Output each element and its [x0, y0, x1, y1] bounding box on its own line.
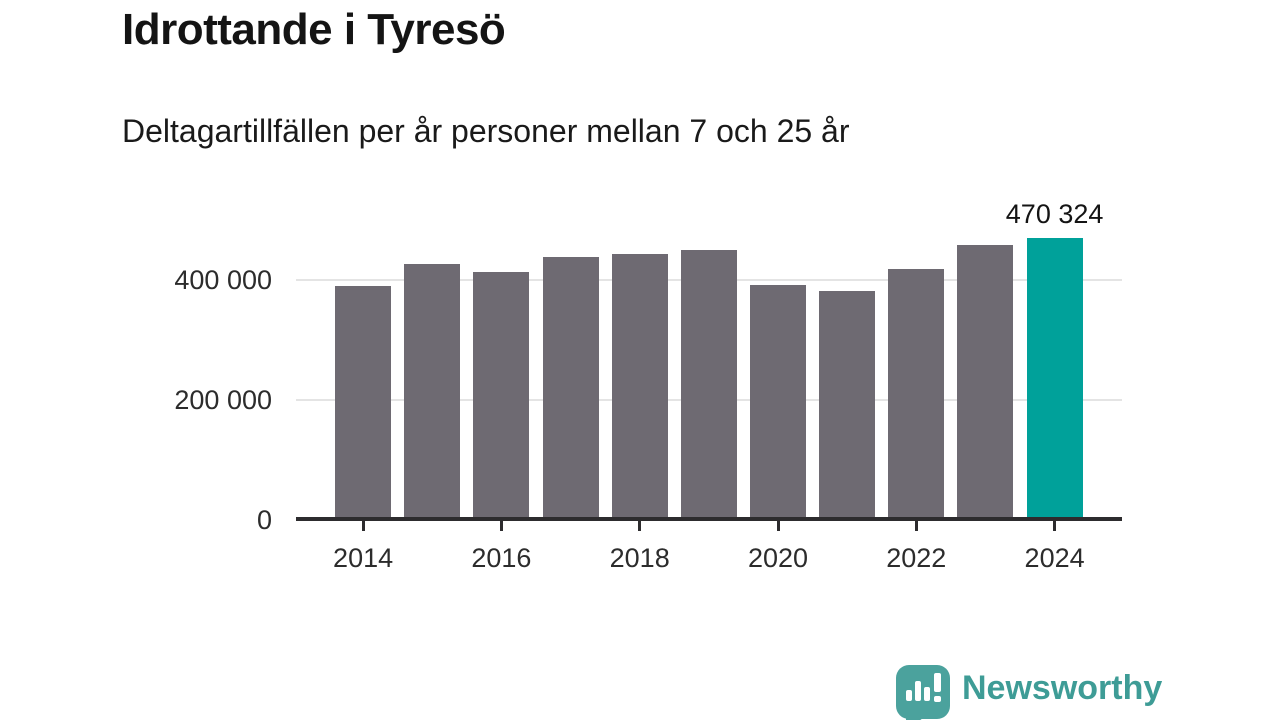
x-axis-label-2022: 2022 [886, 543, 947, 573]
newsworthy-logo-icon [896, 665, 950, 720]
brand-name: Newsworthy [962, 669, 1163, 707]
bar-2020 [750, 284, 806, 521]
chart-subtitle: Deltagartillfällen per år personer mella… [122, 113, 850, 149]
speech-bubble-tail [906, 718, 923, 720]
x-tick-2018 [638, 521, 642, 531]
x-axis-label-2024: 2024 [1024, 543, 1085, 573]
bar-2022 [888, 268, 945, 521]
y-axis-label: 400 000 [174, 265, 272, 295]
x-tick-2020 [776, 521, 780, 531]
bar-2015 [404, 264, 461, 521]
bar-2023 [957, 244, 1014, 521]
y-axis-label: 200 000 [174, 385, 272, 415]
bar-2018 [611, 253, 668, 521]
bar-2014 [335, 286, 392, 521]
logo-bar-medium [924, 687, 930, 701]
logo-exclamation-bar [934, 673, 941, 692]
x-axis-label-2014: 2014 [333, 543, 394, 573]
y-axis-label: 0 [256, 505, 272, 535]
bar-2017 [542, 257, 599, 521]
x-axis-line [296, 517, 1122, 521]
logo-bar-small [906, 690, 912, 701]
bar-2016 [473, 272, 530, 521]
x-axis-label-2018: 2018 [609, 543, 670, 573]
bar-2021 [819, 291, 876, 521]
x-axis-label-2016: 2016 [471, 543, 532, 573]
x-tick-2024 [1053, 521, 1057, 531]
x-tick-2022 [914, 521, 918, 531]
x-tick-2014 [361, 521, 365, 531]
logo-bar-tall [915, 681, 921, 701]
logo-exclamation-dot [934, 696, 941, 702]
x-tick-2016 [499, 521, 503, 531]
bar-2024 [1026, 237, 1083, 521]
x-axis-label-2020: 2020 [747, 543, 809, 573]
highlight-value-label: 470 324 [1005, 198, 1104, 229]
chart-title: Idrottande i Tyresö [122, 5, 506, 54]
bar-2019 [680, 250, 737, 521]
